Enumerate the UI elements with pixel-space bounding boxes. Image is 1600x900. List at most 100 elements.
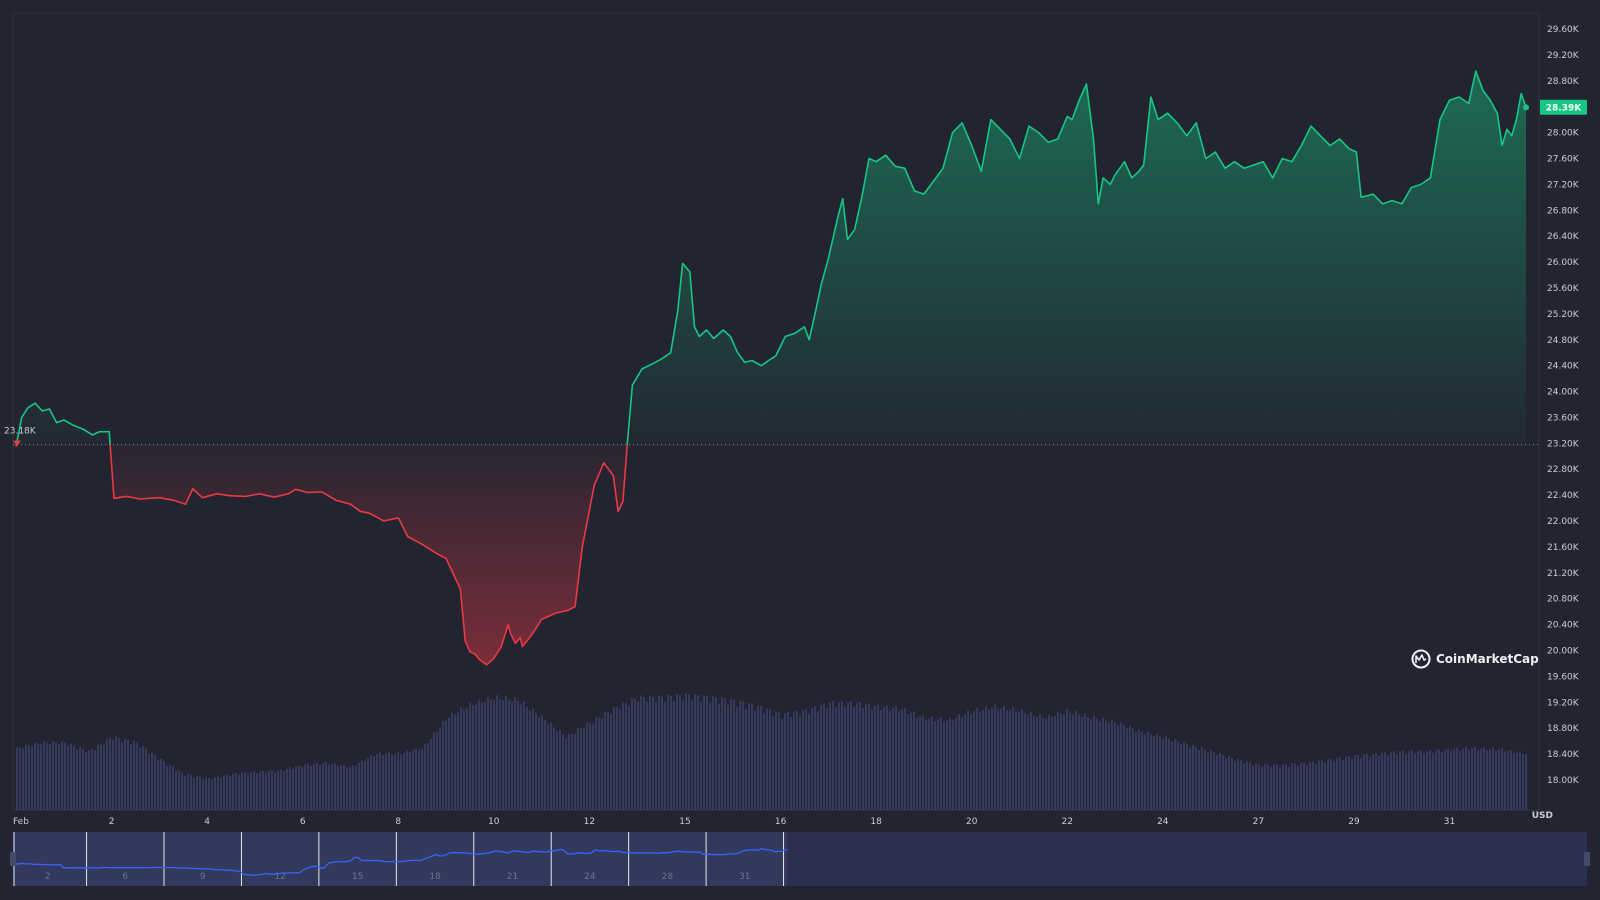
- y-tick-label: 18.40K: [1547, 750, 1580, 760]
- volume-bar: [1381, 753, 1383, 810]
- price-line-up: [15, 70, 1529, 445]
- y-tick-label: 28.00K: [1547, 129, 1580, 139]
- volume-bar: [220, 777, 222, 810]
- x-tick-label: 27: [1253, 817, 1264, 827]
- volume-bar: [1120, 722, 1122, 810]
- volume-bar: [223, 775, 225, 810]
- volume-bar: [1354, 755, 1356, 810]
- y-axis-unit: USD: [1532, 811, 1553, 821]
- volume-bar: [1378, 756, 1380, 810]
- volume-bar: [1285, 764, 1287, 810]
- volume-bar: [115, 736, 117, 810]
- volume-bar: [157, 760, 159, 810]
- volume-bar: [721, 697, 723, 810]
- volume-bar: [925, 720, 927, 810]
- volume-bar: [1069, 712, 1071, 810]
- volume-bar: [1216, 755, 1218, 810]
- volume-bar: [409, 752, 411, 810]
- x-tick-label: 22: [1062, 817, 1073, 827]
- volume-bar: [934, 721, 936, 810]
- volume-bar: [1369, 756, 1371, 810]
- volume-bar: [319, 764, 321, 810]
- volume-bar: [136, 742, 138, 810]
- volume-bar: [1327, 759, 1329, 810]
- volume-bar: [1438, 749, 1440, 810]
- volume-bar: [325, 762, 327, 810]
- navigator-left-handle[interactable]: [10, 852, 16, 866]
- volume-bar: [301, 766, 303, 810]
- x-tick-label: 6: [300, 817, 306, 827]
- volume-bar: [745, 709, 747, 810]
- navigator-selection[interactable]: [13, 832, 788, 886]
- volume-bar: [577, 728, 579, 810]
- volume-bar: [523, 701, 525, 810]
- volume-bar: [1018, 712, 1020, 810]
- navigator[interactable]: 2 6 9 12 15 18 21 24 28 31: [10, 832, 1590, 886]
- volume-bar: [814, 706, 816, 810]
- navigator-tick-label: 18: [429, 872, 441, 882]
- volume-bar: [1258, 764, 1260, 810]
- volume-bar: [1171, 741, 1173, 810]
- price-area-down: [16, 444, 628, 665]
- volume-bar: [1420, 750, 1422, 810]
- volume-bar: [1525, 754, 1527, 810]
- volume-bar: [1261, 766, 1263, 810]
- volume-bar: [1099, 721, 1101, 810]
- volume-bar: [1054, 716, 1056, 810]
- volume-bar: [94, 749, 96, 810]
- volume-bar: [1294, 763, 1296, 810]
- volume-bar: [778, 712, 780, 810]
- navigator-series: [12, 848, 788, 876]
- volume-bar: [406, 750, 408, 810]
- volume-bar: [775, 711, 777, 810]
- volume-bar: [643, 697, 645, 810]
- volume-bar: [1192, 745, 1194, 810]
- volume-bar: [697, 695, 699, 810]
- volume-bar: [724, 698, 726, 810]
- volume-bar: [145, 748, 147, 810]
- navigator-tick-label: 12: [274, 872, 285, 882]
- y-tick-label: 21.20K: [1547, 569, 1580, 579]
- volume-bar: [1318, 760, 1320, 810]
- volume-bar: [166, 765, 168, 810]
- navigator-tick-label: 28: [662, 872, 674, 882]
- volume-bar: [100, 743, 102, 810]
- x-tick-label: 20: [966, 817, 978, 827]
- volume-bar: [1201, 747, 1203, 810]
- volume-bar: [673, 700, 675, 810]
- x-tick-label: 4: [204, 817, 210, 827]
- volume-bar: [256, 773, 258, 810]
- volume-bar: [1393, 751, 1395, 810]
- volume-bar: [622, 702, 624, 810]
- y-tick-label: 22.00K: [1547, 517, 1580, 527]
- volume-bar: [292, 769, 294, 810]
- volume-bar: [19, 747, 21, 810]
- volume-bar: [412, 751, 414, 810]
- volume-bar: [1021, 709, 1023, 810]
- volume-bar: [1276, 764, 1278, 810]
- volume-bar: [1417, 751, 1419, 810]
- volume-bar: [1009, 710, 1011, 810]
- volume-bar: [493, 699, 495, 810]
- volume-bar: [127, 739, 129, 810]
- volume-bar: [1453, 749, 1455, 810]
- volume-bar: [295, 766, 297, 810]
- volume-bar: [394, 754, 396, 810]
- volume-bar: [1447, 748, 1449, 810]
- volume-bar: [1306, 765, 1308, 810]
- volume-bar: [619, 709, 621, 810]
- navigator-right-handle[interactable]: [1584, 852, 1590, 866]
- volume-bar: [592, 723, 594, 810]
- volume-bar: [22, 748, 24, 810]
- volume-bar: [520, 703, 522, 810]
- volume-bar: [1510, 750, 1512, 810]
- volume-bar: [736, 706, 738, 810]
- volume-bar: [952, 720, 954, 810]
- volume-bar: [1309, 761, 1311, 810]
- volume-bar: [1456, 747, 1458, 810]
- volume-bar: [415, 748, 417, 810]
- volume-bar: [1432, 752, 1434, 810]
- volume-bar: [352, 765, 354, 810]
- volume-bar: [298, 765, 300, 810]
